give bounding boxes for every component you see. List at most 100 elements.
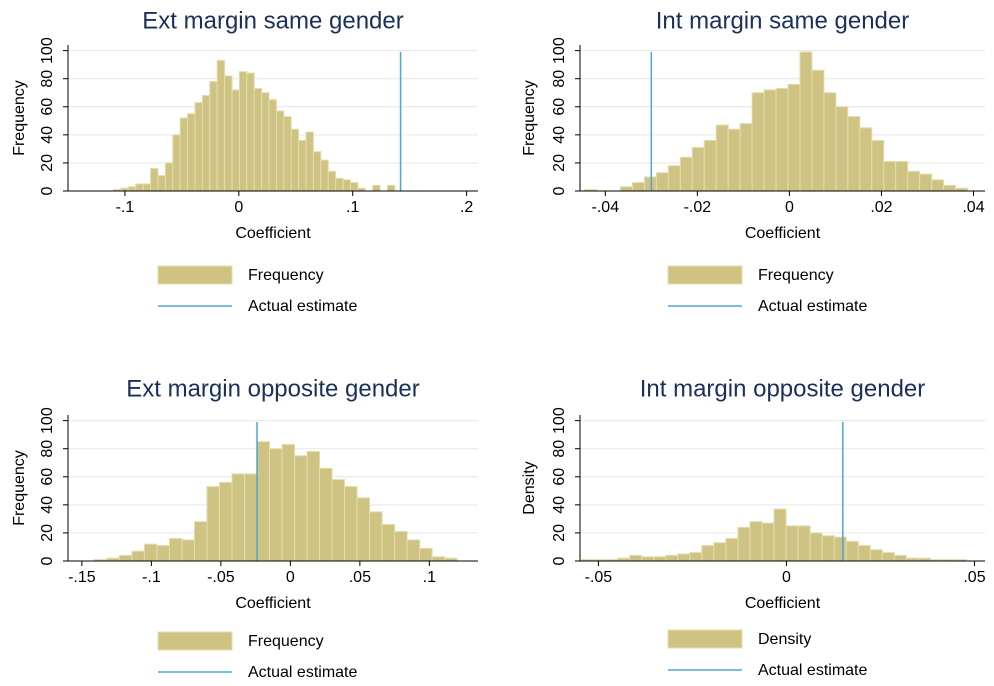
bar [256, 441, 271, 562]
bar [268, 99, 277, 192]
bar [701, 545, 715, 562]
bar [238, 71, 248, 192]
y-tick-label: 100 [551, 37, 568, 64]
x-tick-label: -.05 [207, 569, 235, 586]
bar [689, 552, 703, 562]
bar [751, 92, 765, 192]
legend-swatch [667, 265, 743, 285]
bar [127, 186, 137, 192]
y-tick-label: 80 [551, 440, 568, 458]
bar [206, 486, 220, 562]
bar [327, 170, 337, 192]
x-tick-label: -.1 [142, 569, 161, 586]
bar [306, 451, 321, 562]
y-tick-label: 20 [39, 154, 56, 172]
bar [835, 106, 849, 192]
legend-label: Actual estimate [248, 298, 357, 315]
legend-label: Frequency [248, 633, 324, 650]
bar [298, 139, 307, 192]
x-axis-label: Coefficient [745, 595, 821, 612]
x-tick-label: .1 [346, 199, 359, 216]
bar [419, 547, 433, 562]
x-tick-label: -.02 [684, 199, 712, 216]
bar [369, 511, 383, 562]
legend-label: Actual estimate [248, 664, 357, 681]
bar [135, 183, 144, 192]
bar [172, 134, 181, 192]
y-axis-label: Frequency [521, 80, 538, 156]
bar [739, 123, 753, 192]
bar [344, 486, 358, 562]
legend-label: Actual estimate [758, 662, 867, 679]
y-tick-label: 80 [39, 70, 56, 88]
bar [667, 165, 681, 192]
panel-title: Int margin same gender [656, 7, 909, 34]
x-tick-label: .02 [870, 199, 892, 216]
legend-swatch [667, 629, 743, 649]
bar [679, 156, 693, 192]
legend-swatch [157, 631, 233, 651]
x-tick-label: .05 [349, 569, 371, 586]
bar [312, 151, 322, 192]
y-tick-label: 20 [551, 524, 568, 542]
bar [833, 536, 847, 562]
bar [665, 554, 679, 562]
bar [372, 184, 381, 192]
x-tick-label: .04 [962, 199, 984, 216]
y-tick-label: 60 [39, 98, 56, 116]
bar [156, 545, 170, 562]
x-tick-label: 0 [234, 199, 243, 216]
y-axis-label: Frequency [11, 80, 28, 156]
bar [620, 186, 633, 192]
y-tick-label: 80 [551, 70, 568, 88]
bar [653, 556, 667, 562]
bar [893, 554, 907, 562]
bar [143, 543, 158, 562]
bar [224, 75, 233, 192]
bar [246, 72, 255, 192]
bar [811, 69, 825, 192]
bar [787, 83, 801, 192]
bar [643, 176, 657, 192]
bar [895, 161, 909, 192]
bar [294, 455, 308, 562]
legend-label: Density [758, 631, 811, 648]
y-tick-label: 0 [39, 556, 56, 565]
y-tick-label: 0 [551, 556, 568, 565]
bar [919, 173, 933, 192]
y-tick-label: 60 [551, 98, 568, 116]
y-axis-label: Frequency [11, 450, 28, 526]
bar [261, 92, 270, 192]
y-tick-label: 60 [551, 468, 568, 486]
y-tick-label: 40 [551, 126, 568, 144]
bar [715, 124, 729, 192]
bar [181, 539, 195, 562]
bar [943, 184, 957, 192]
legend-label: Frequency [248, 267, 324, 284]
bar [629, 554, 643, 562]
y-tick-label: 100 [39, 37, 56, 64]
bar [677, 553, 691, 562]
bar [631, 182, 645, 192]
panel-title: Int margin opposite gender [640, 375, 926, 402]
legend-label: Actual estimate [758, 298, 867, 315]
bar [869, 549, 883, 562]
bar [319, 467, 333, 562]
bar [703, 139, 717, 192]
bar [342, 179, 351, 192]
bar [269, 448, 283, 562]
x-tick-label: -.15 [68, 569, 96, 586]
bar [761, 522, 775, 562]
bar [216, 59, 226, 192]
bar [799, 51, 813, 192]
bar [386, 184, 396, 192]
bar [749, 521, 763, 562]
bar [883, 161, 897, 192]
bar [281, 443, 296, 562]
bar [193, 521, 208, 562]
bar [713, 542, 727, 562]
bar [809, 532, 823, 562]
y-axis-label: Density [521, 461, 538, 514]
bar [691, 146, 705, 192]
